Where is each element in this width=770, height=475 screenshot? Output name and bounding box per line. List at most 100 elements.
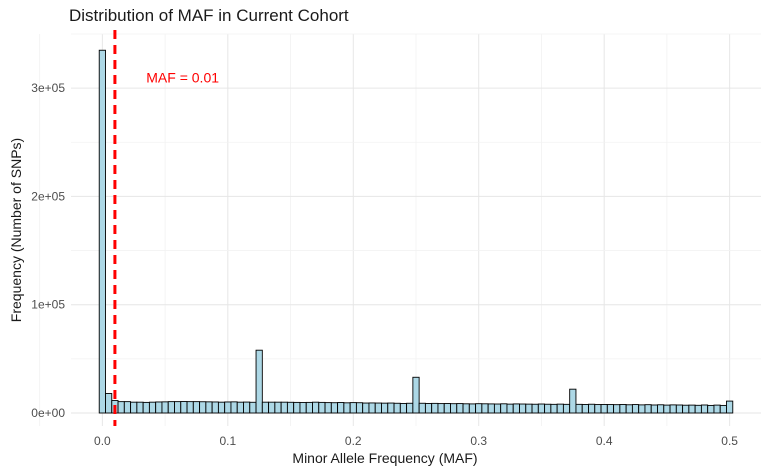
x-tick-label: 0.2 bbox=[345, 434, 362, 448]
histogram-bar bbox=[493, 403, 502, 414]
histogram-bar bbox=[381, 402, 389, 414]
histogram-bar bbox=[443, 403, 451, 414]
histogram-bar bbox=[456, 403, 464, 414]
histogram-bar bbox=[305, 401, 313, 414]
grid-lines bbox=[39, 33, 761, 426]
histogram-bar bbox=[619, 404, 627, 414]
y-axis-label: Frequency (Number of SNPs) bbox=[8, 137, 24, 323]
histogram-bar bbox=[374, 402, 382, 414]
histogram-bar bbox=[519, 403, 527, 414]
histogram-bar bbox=[293, 401, 301, 414]
histogram-bar bbox=[130, 401, 138, 414]
y-tick-label: 1e+05 bbox=[31, 298, 65, 312]
histogram-bar bbox=[638, 404, 646, 414]
histogram-bar bbox=[424, 403, 433, 414]
histogram-bar bbox=[669, 404, 677, 414]
histogram-bar bbox=[324, 402, 332, 414]
histogram-bar bbox=[243, 401, 251, 414]
y-axis-ticks: 0e+00 1e+05 2e+05 3e+05 bbox=[31, 81, 65, 420]
x-axis-ticks: 0.0 0.1 0.2 0.3 0.4 0.5 bbox=[94, 434, 738, 448]
histogram-bar bbox=[412, 376, 420, 414]
histogram-bar bbox=[349, 402, 357, 414]
histogram-bar bbox=[167, 401, 175, 414]
histogram-bar bbox=[625, 404, 633, 414]
histogram-bar bbox=[500, 403, 508, 414]
histogram-bar bbox=[475, 403, 483, 414]
histogram-bar bbox=[719, 404, 727, 414]
histogram-bar bbox=[450, 403, 458, 414]
histogram-bar bbox=[399, 403, 408, 414]
histogram-bar bbox=[575, 403, 583, 414]
y-tick-label: 0e+00 bbox=[31, 406, 65, 420]
histogram-bar bbox=[707, 404, 715, 414]
x-tick-label: 0.0 bbox=[94, 434, 111, 448]
histogram-bar bbox=[700, 404, 709, 414]
histogram-bar bbox=[468, 403, 477, 414]
histogram-bar bbox=[98, 49, 106, 414]
x-tick-label: 0.5 bbox=[721, 434, 738, 448]
histogram-bar bbox=[368, 402, 376, 414]
histogram-bar bbox=[556, 403, 564, 414]
histogram-bar bbox=[105, 393, 113, 414]
histogram-bar bbox=[280, 401, 288, 414]
histogram-bar bbox=[631, 404, 640, 414]
histogram-bar bbox=[199, 401, 207, 414]
x-axis-label: Minor Allele Frequency (MAF) bbox=[292, 450, 478, 466]
reference-line-label: MAF = 0.01 bbox=[146, 70, 219, 86]
histogram-bar bbox=[613, 404, 621, 414]
histogram-bar bbox=[675, 404, 684, 414]
histogram-bar bbox=[569, 388, 577, 414]
histogram-bar bbox=[330, 402, 339, 414]
histogram-bar bbox=[487, 403, 495, 414]
histogram-bar bbox=[462, 403, 470, 414]
histogram-bar bbox=[268, 401, 276, 414]
histogram-bar bbox=[224, 401, 232, 414]
histogram-bar bbox=[312, 401, 320, 414]
histogram-bar bbox=[255, 349, 263, 414]
histogram-bar bbox=[337, 402, 345, 414]
histogram-bar bbox=[537, 403, 546, 414]
histogram-bar bbox=[362, 402, 370, 414]
histogram-bar bbox=[174, 401, 182, 414]
histogram-bar bbox=[123, 401, 132, 414]
histogram-bar bbox=[180, 401, 188, 414]
histogram-bar bbox=[657, 404, 665, 414]
histogram-bar bbox=[393, 402, 401, 414]
x-tick-label: 0.3 bbox=[470, 434, 487, 448]
histogram-bar bbox=[506, 403, 514, 414]
histogram-bar bbox=[481, 403, 489, 414]
histogram-bar bbox=[406, 402, 414, 414]
histogram-bar bbox=[594, 404, 602, 414]
histogram-bar bbox=[261, 401, 270, 414]
histogram-bar bbox=[299, 402, 307, 414]
histogram-bar bbox=[355, 402, 364, 414]
histogram-bar bbox=[644, 404, 652, 414]
histogram-bar bbox=[544, 403, 552, 414]
histogram-bar bbox=[205, 401, 213, 414]
histogram-bar bbox=[343, 402, 351, 414]
histogram-bar bbox=[694, 404, 702, 414]
histogram-bar bbox=[437, 403, 445, 414]
chart-title: Distribution of MAF in Current Cohort bbox=[69, 6, 349, 25]
histogram-bar bbox=[525, 403, 533, 414]
histogram-bar bbox=[431, 402, 439, 414]
histogram-bar bbox=[387, 402, 395, 414]
histogram-bar bbox=[211, 401, 219, 414]
y-tick-label: 3e+05 bbox=[31, 81, 65, 95]
histogram-bar bbox=[274, 401, 282, 414]
histogram-bar bbox=[550, 403, 558, 414]
x-tick-label: 0.4 bbox=[596, 434, 613, 448]
histogram-bar bbox=[562, 403, 571, 414]
histogram-bar bbox=[318, 401, 326, 414]
histogram-bar bbox=[136, 401, 144, 414]
histogram-bar bbox=[117, 401, 125, 414]
histogram-bar bbox=[650, 404, 658, 414]
histogram-bar bbox=[192, 401, 201, 414]
histogram-bar bbox=[581, 404, 589, 414]
histogram-bar bbox=[155, 401, 163, 414]
histogram-bar bbox=[286, 401, 295, 414]
histogram-bar bbox=[142, 401, 150, 414]
histogram-bar bbox=[249, 401, 257, 414]
histogram-bar bbox=[688, 404, 696, 414]
histogram-bar bbox=[600, 404, 608, 414]
